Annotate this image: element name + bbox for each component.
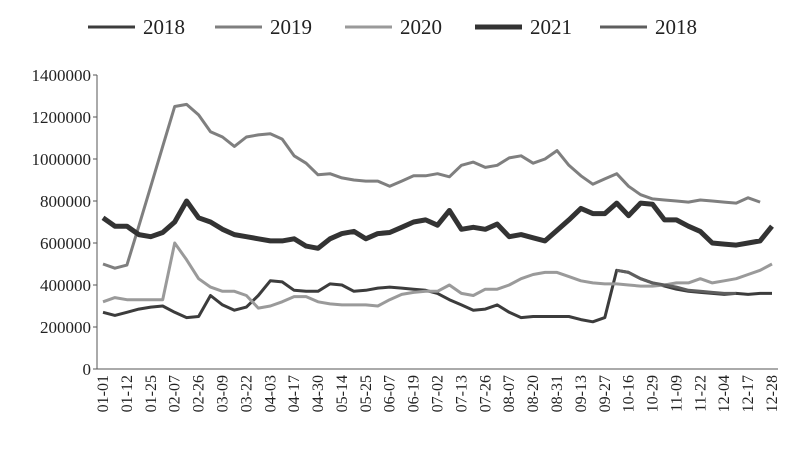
x-tick-label: 06-19 (406, 375, 423, 412)
x-tick-label: 04-03 (262, 375, 279, 412)
legend-label: 2019 (270, 15, 312, 39)
x-tick-label: 10-16 (621, 375, 638, 412)
series-line (102, 102, 761, 270)
x-tick-label: 07-13 (453, 375, 470, 412)
x-tick-label: 01-25 (143, 375, 160, 412)
x-tick-label: 12-04 (716, 375, 733, 412)
x-tick-label: 07-02 (430, 375, 447, 412)
series-line (616, 268, 737, 295)
x-tick-label: 11-22 (692, 375, 709, 412)
x-tick-label: 02-07 (167, 375, 184, 412)
legend-label: 2020 (400, 15, 442, 39)
y-tick-label: 600000 (40, 234, 91, 253)
x-tick-label: 02-26 (191, 375, 208, 412)
x-tick-label: 09-13 (573, 375, 590, 412)
legend-label: 2018 (143, 15, 185, 39)
x-tick-label: 06-07 (382, 375, 399, 412)
x-tick-label: 08-07 (501, 375, 518, 412)
y-tick-label: 1000000 (32, 150, 92, 169)
x-tick-label: 04-17 (286, 375, 303, 412)
y-tick-label: 1200000 (32, 108, 92, 127)
x-tick-label: 08-20 (525, 375, 542, 412)
x-tick-label: 03-22 (238, 375, 255, 412)
series-line (101, 198, 774, 251)
legend-label: 2018 (655, 15, 697, 39)
x-tick-label: 05-25 (358, 375, 375, 412)
x-tick-label: 05-14 (334, 375, 351, 412)
series-line (102, 241, 773, 310)
x-tick-label: 01-12 (119, 375, 136, 412)
x-tick-label: 04-30 (310, 375, 327, 412)
x-tick-label: 01-01 (95, 375, 112, 412)
x-tick-label: 07-26 (477, 375, 494, 412)
legend-label: 2021 (530, 15, 572, 39)
y-tick-label: 1400000 (32, 66, 92, 85)
x-tick-label: 10-29 (645, 375, 662, 412)
y-tick-label: 800000 (40, 192, 91, 211)
y-tick-label: 200000 (40, 318, 91, 337)
y-tick-label: 400000 (40, 276, 91, 295)
x-tick-label: 08-31 (549, 375, 566, 412)
x-tick-label: 09-27 (597, 375, 614, 412)
x-tick-label: 03-09 (214, 375, 231, 412)
y-tick-label: 0 (83, 360, 92, 379)
series-line (102, 268, 772, 324)
x-tick-label: 12-17 (740, 375, 757, 412)
x-tick-label: 12-28 (764, 375, 781, 412)
x-tick-label: 11-09 (668, 375, 685, 412)
